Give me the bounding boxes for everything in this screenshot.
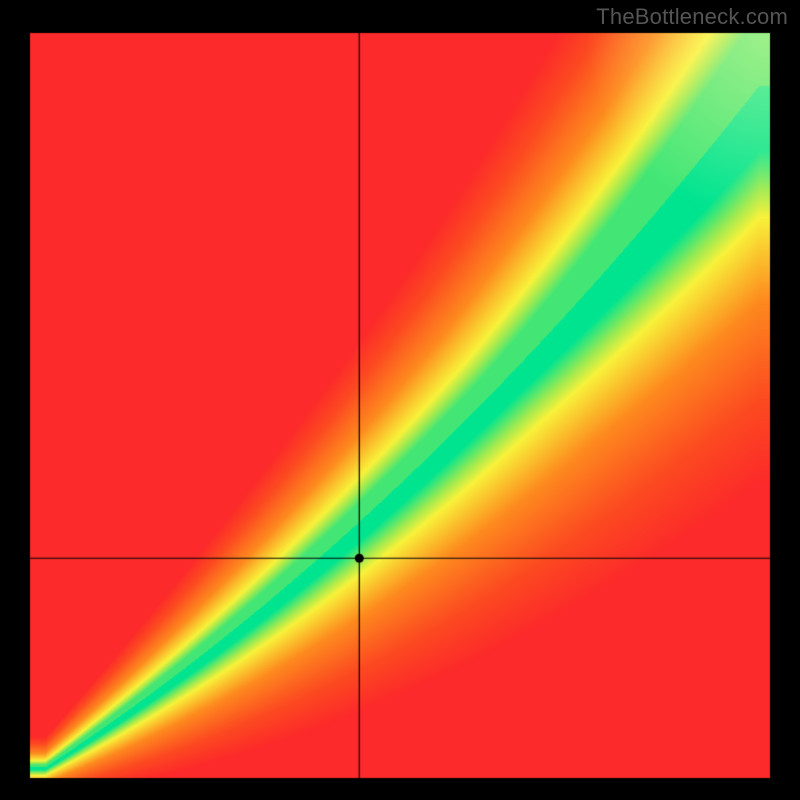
- watermark-text: TheBottleneck.com: [596, 4, 788, 30]
- chart-container: TheBottleneck.com: [0, 0, 800, 800]
- bottleneck-heatmap: [0, 0, 800, 800]
